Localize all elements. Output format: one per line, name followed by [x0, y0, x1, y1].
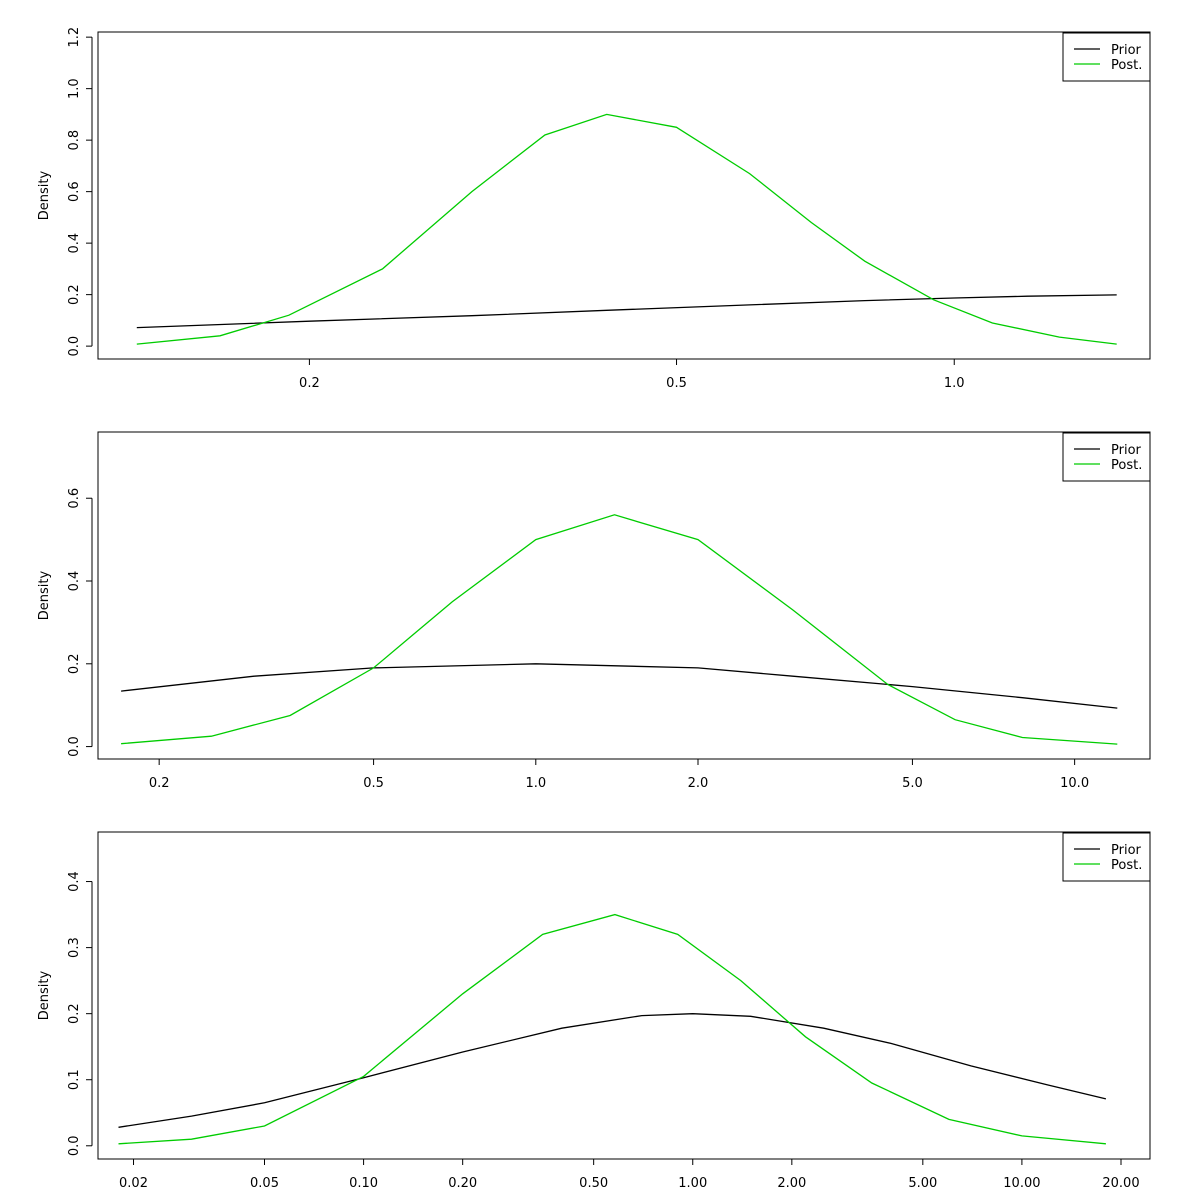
- legend-label: Prior: [1111, 843, 1142, 858]
- x-tick-label: 10.00: [1003, 1176, 1040, 1191]
- legend-box: [1062, 32, 1151, 82]
- x-tick-label: 1.0: [944, 376, 965, 391]
- x-tick-label: 2.0: [688, 776, 709, 791]
- legend-label: Post.: [1111, 58, 1142, 73]
- series-line-post: [118, 913, 1106, 1145]
- x-axis: 0.2 0.5 1.0: [299, 358, 965, 391]
- x-tick-label: 0.50: [579, 1176, 608, 1191]
- y-tick-label: 1.0: [67, 78, 82, 99]
- x-axis: 0.02 0.05 0.10 0.20 0.50 1.00 2.00 5.00 10.00 20.…: [119, 1158, 1140, 1191]
- x-tick-label: 5.0: [902, 776, 923, 791]
- y-tick-label: 1.2: [67, 27, 82, 48]
- series-line-prior: [121, 663, 1118, 709]
- y-tick-label: 0.2: [67, 1003, 82, 1024]
- y-tick-label: 0.4: [67, 871, 82, 892]
- y-axis-label: Density: [37, 570, 52, 620]
- y-tick-label: 0.0: [67, 1135, 82, 1156]
- x-tick-label: 0.2: [299, 376, 320, 391]
- x-tick-label: 5.00: [908, 1176, 937, 1191]
- y-tick-label: 0.6: [67, 181, 82, 202]
- y-tick-label: 0.1: [67, 1069, 82, 1090]
- legend-box: [1062, 432, 1151, 482]
- chart-panel-3: 0.02 0.05 0.10 0.20 0.50 1.00 2.00 5.00 10.00 20.…: [37, 831, 1151, 1191]
- y-tick-label: 0.4: [67, 571, 82, 592]
- y-axis-label: Density: [37, 970, 52, 1020]
- y-tick-label: 0.0: [67, 336, 82, 357]
- x-tick-label: 0.02: [119, 1176, 148, 1191]
- y-tick-label: 0.3: [67, 937, 82, 958]
- x-tick-label: 0.20: [448, 1176, 477, 1191]
- y-axis: 0.0 0.1 0.2 0.3 0.4 Density: [37, 871, 93, 1156]
- series-line-post: [121, 514, 1118, 745]
- series-line-prior: [118, 1013, 1107, 1128]
- y-tick-label: 0.8: [67, 130, 82, 151]
- y-tick-label: 0.0: [67, 736, 82, 757]
- x-tick-label: 1.0: [525, 776, 546, 791]
- legend-label: Post.: [1111, 858, 1142, 873]
- y-tick-label: 0.4: [67, 233, 82, 254]
- x-tick-label: 0.05: [250, 1176, 279, 1191]
- plot-frame: [97, 431, 1151, 760]
- x-tick-label: 0.2: [149, 776, 170, 791]
- legend-label: Prior: [1111, 443, 1142, 458]
- y-axis-label: Density: [37, 170, 52, 220]
- y-tick-label: 0.6: [67, 488, 82, 509]
- y-axis: 0.0 0.2 0.4 0.6 Density: [37, 488, 93, 757]
- legend-label: Post.: [1111, 458, 1142, 473]
- x-tick-label: 0.5: [363, 776, 384, 791]
- series-line-prior: [136, 294, 1117, 329]
- legend-box: [1062, 832, 1151, 882]
- x-tick-label: 0.10: [349, 1176, 378, 1191]
- x-tick-label: 10.0: [1060, 776, 1089, 791]
- y-axis: 0.0 0.2 0.4 0.6 0.8 1.0 1.2 Density: [37, 27, 93, 357]
- x-tick-label: 2.00: [777, 1176, 806, 1191]
- legend-label: Prior: [1111, 43, 1142, 58]
- chart-panel-2: 0.2 0.5 1.0 2.0 5.0 10.0 0.0 0.2 0.4 0.6 Density Pr…: [37, 431, 1151, 791]
- x-tick-label: 20.00: [1102, 1176, 1139, 1191]
- x-axis: 0.2 0.5 1.0 2.0 5.0 10.0: [149, 758, 1089, 791]
- x-tick-label: 0.5: [666, 376, 687, 391]
- plot-frame: [97, 831, 1151, 1160]
- series-line-post: [136, 113, 1117, 345]
- y-tick-label: 0.2: [67, 653, 82, 674]
- x-tick-label: 1.00: [678, 1176, 707, 1191]
- chart-panel-1: 0.2 0.5 1.0 0.0 0.2 0.4 0.6 0.8 1.0 1.2 Density Pri…: [37, 27, 1151, 391]
- y-tick-label: 0.2: [67, 284, 82, 305]
